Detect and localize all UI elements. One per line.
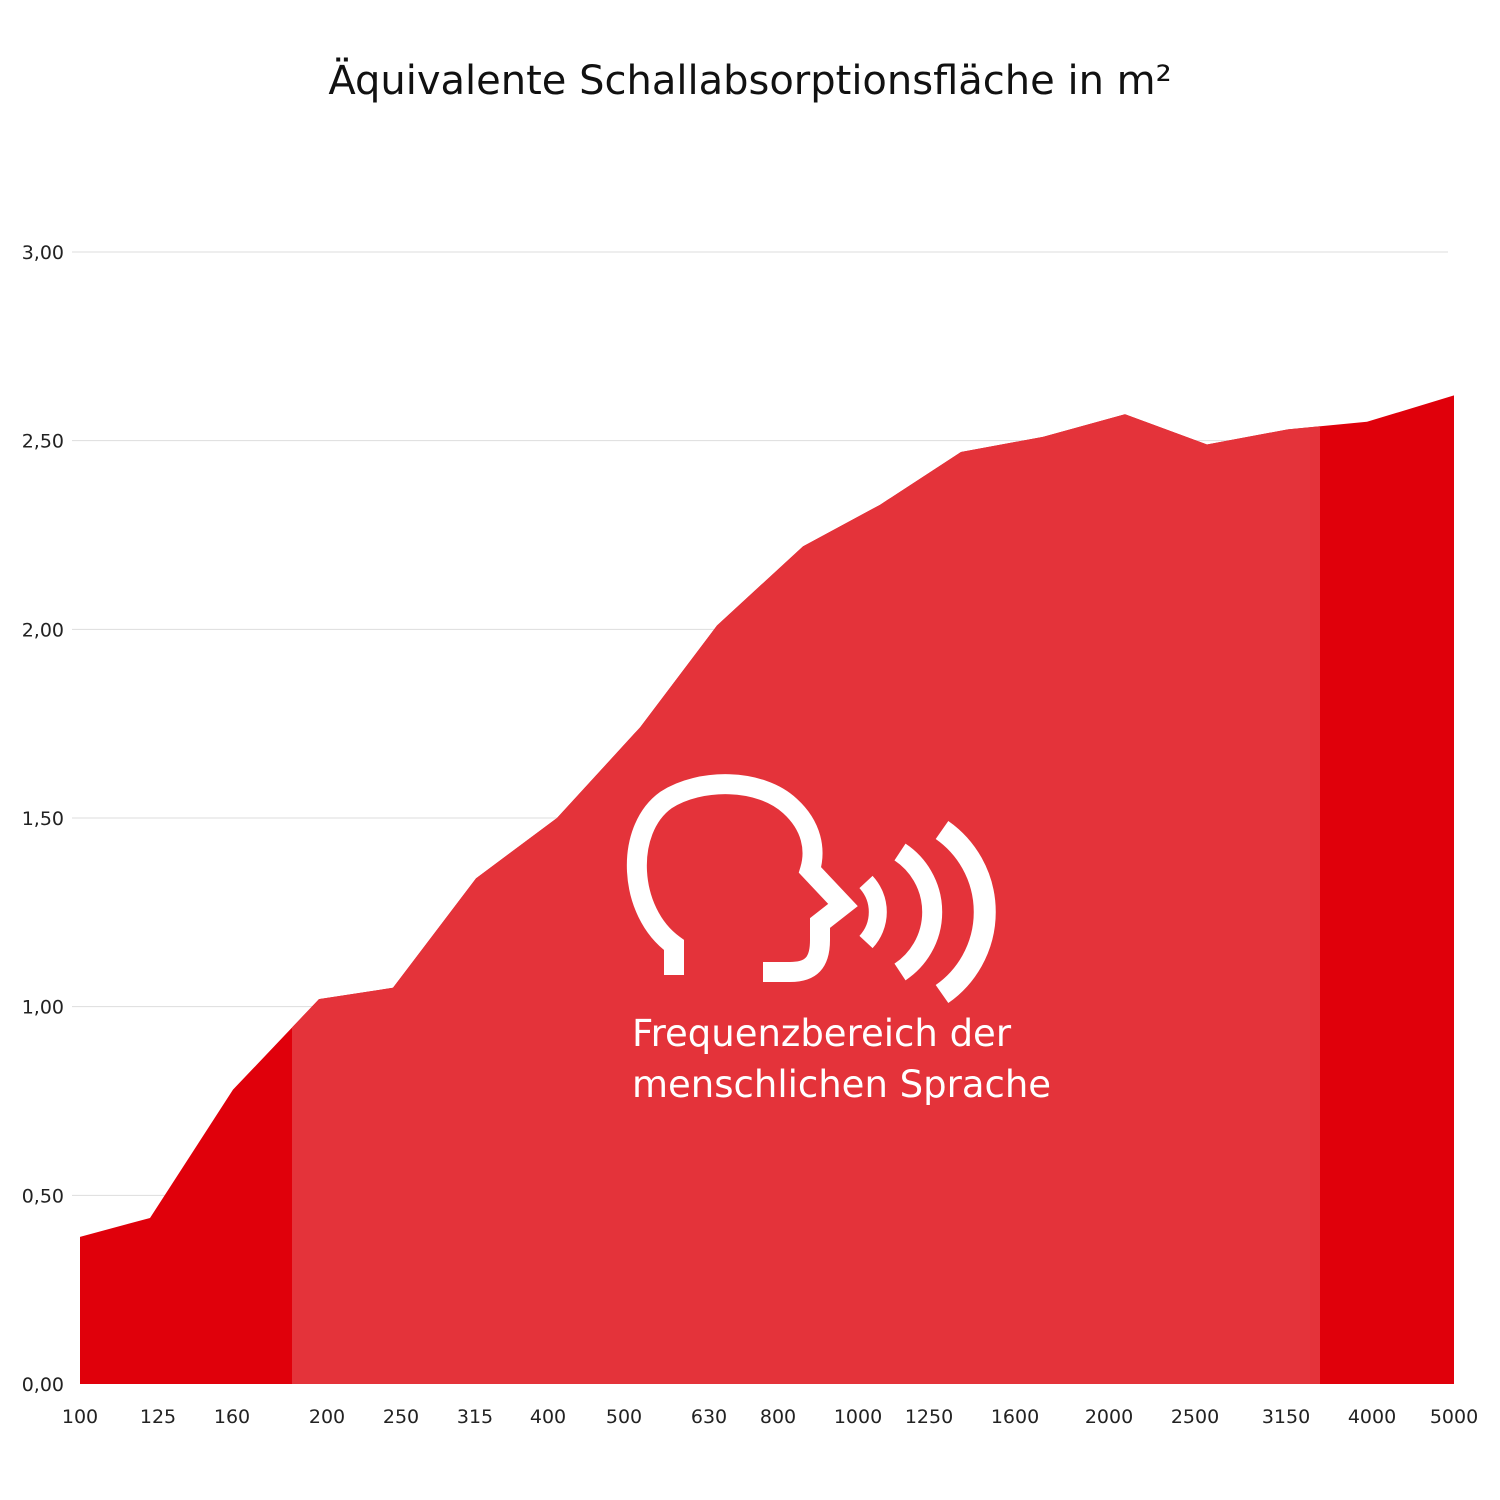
x-tick-label: 1000 — [834, 1406, 882, 1428]
data-point — [638, 725, 642, 729]
x-tick-label: 315 — [457, 1406, 493, 1428]
speech-range-band — [292, 414, 1320, 1384]
y-tick-label: 1,50 — [22, 808, 64, 830]
x-tick-label: 200 — [309, 1406, 345, 1428]
data-point — [1205, 442, 1209, 446]
x-tick-label: 3150 — [1262, 1406, 1310, 1428]
x-tick-labels: 100 125 160 200 250 315 400 500 630 800 1000 1250 16… — [62, 1406, 1478, 1428]
data-point — [555, 816, 559, 820]
data-point — [231, 1088, 235, 1092]
x-tick-label: 800 — [760, 1406, 796, 1428]
x-tick-label: 500 — [606, 1406, 642, 1428]
speech-range-annotation: Frequenzbereich der menschlichen Sprache — [627, 774, 1051, 1106]
y-tick-labels: 0,00 0,50 1,00 1,50 2,00 2,50 3,00 — [22, 242, 64, 1396]
x-tick-label: 2000 — [1085, 1406, 1133, 1428]
data-point — [78, 1235, 82, 1239]
y-tick-label: 3,00 — [22, 242, 64, 264]
data-point — [148, 1216, 152, 1220]
data-point — [878, 503, 882, 507]
x-tick-label: 1600 — [991, 1406, 1039, 1428]
y-tick-label: 1,00 — [22, 997, 64, 1019]
data-point — [317, 997, 321, 1001]
x-tick-label: 400 — [530, 1406, 566, 1428]
x-tick-label: 125 — [140, 1406, 176, 1428]
x-tick-label: 4000 — [1348, 1406, 1396, 1428]
speech-range-label-line1: Frequenzbereich der — [632, 1012, 1012, 1055]
data-point — [1041, 435, 1045, 439]
x-tick-label: 2500 — [1171, 1406, 1219, 1428]
y-tick-label: 2,50 — [22, 431, 64, 453]
data-point — [1123, 412, 1127, 416]
x-tick-label: 630 — [691, 1406, 727, 1428]
y-tick-label: 2,00 — [22, 619, 64, 641]
area-series — [78, 393, 1456, 1384]
y-tick-label: 0,50 — [22, 1185, 64, 1207]
data-point — [474, 876, 478, 880]
x-tick-label: 100 — [62, 1406, 98, 1428]
data-point — [1452, 393, 1456, 397]
speech-range-label-line2: menschlichen Sprache — [632, 1063, 1051, 1106]
speaking-head-icon — [627, 774, 996, 1004]
data-point — [1286, 427, 1290, 431]
x-tick-label: 160 — [214, 1406, 250, 1428]
data-point — [391, 986, 395, 990]
y-tick-label: 0,00 — [22, 1374, 64, 1396]
data-point — [801, 544, 805, 548]
data-point — [1365, 420, 1369, 424]
data-point — [715, 624, 719, 628]
x-tick-label: 250 — [383, 1406, 419, 1428]
x-tick-label: 5000 — [1430, 1406, 1478, 1428]
data-point — [959, 450, 963, 454]
chart-title: Äquivalente Schallabsorptionsfläche in m… — [328, 58, 1172, 104]
x-tick-label: 1250 — [905, 1406, 953, 1428]
